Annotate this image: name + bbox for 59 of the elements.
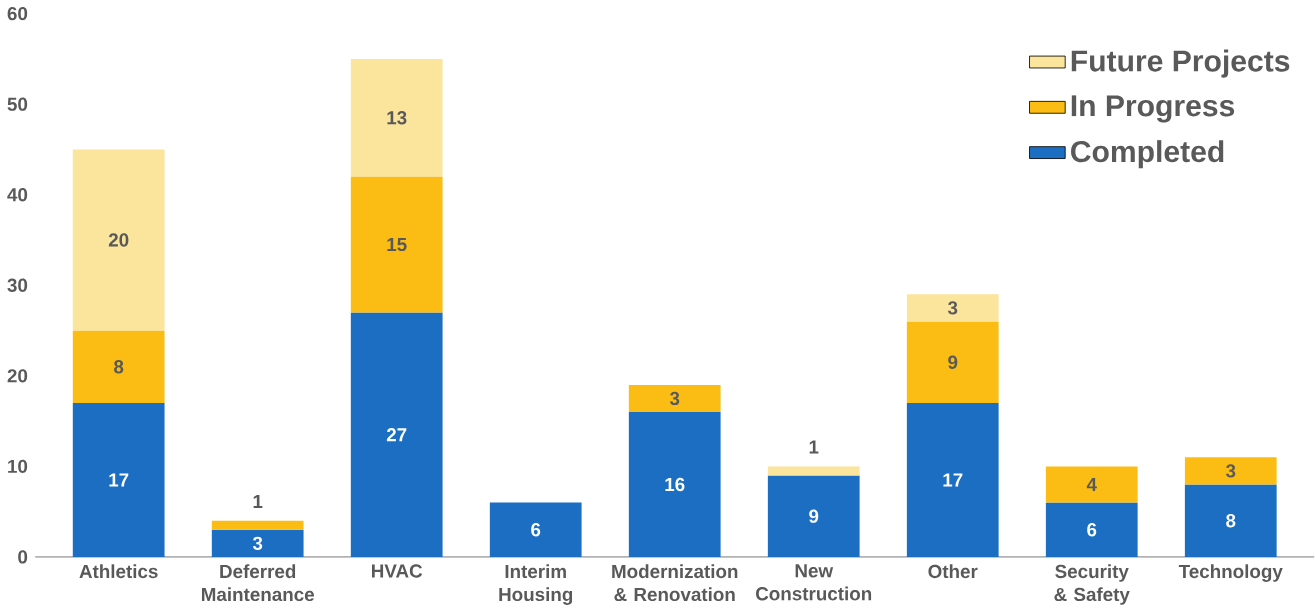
data-label: 4 bbox=[1086, 478, 1097, 492]
x-tick-label: HVAC bbox=[371, 564, 423, 578]
data-label: 9 bbox=[809, 509, 819, 523]
bar bbox=[350, 176, 443, 313]
bar bbox=[628, 412, 721, 557]
bar bbox=[767, 466, 860, 476]
y-tick-label: 40 bbox=[7, 188, 28, 202]
bar bbox=[767, 475, 860, 557]
bar bbox=[211, 529, 304, 557]
data-label: 16 bbox=[665, 477, 685, 492]
bar bbox=[906, 321, 999, 404]
data-label: 13 bbox=[387, 111, 407, 125]
y-tick-label: 60 bbox=[7, 7, 28, 21]
bar bbox=[1184, 457, 1277, 485]
data-label: 8 bbox=[114, 360, 124, 374]
y-tick-label: 50 bbox=[7, 97, 28, 111]
data-label: 20 bbox=[108, 233, 129, 247]
data-label: 17 bbox=[943, 473, 963, 487]
x-tick-label: Deferred Maintenance bbox=[201, 564, 315, 602]
y-tick-label: 10 bbox=[8, 459, 28, 474]
bar bbox=[211, 520, 304, 530]
data-label: 3 bbox=[947, 301, 958, 315]
data-label: 3 bbox=[252, 536, 263, 551]
data-label: 27 bbox=[386, 428, 407, 442]
data-label: 3 bbox=[669, 391, 680, 406]
x-tick-label: Interim Housing bbox=[499, 564, 573, 605]
bar bbox=[72, 403, 165, 557]
bar bbox=[350, 312, 443, 557]
legend-label: Completed bbox=[1071, 140, 1224, 169]
bar bbox=[1045, 466, 1138, 503]
bar bbox=[489, 502, 582, 557]
bar bbox=[906, 294, 999, 322]
y-tick-label: 20 bbox=[7, 369, 28, 383]
x-tick-label: Technology bbox=[1178, 564, 1283, 582]
bar bbox=[350, 58, 443, 177]
data-label: 17 bbox=[109, 473, 129, 487]
bar bbox=[906, 403, 999, 557]
bar bbox=[1184, 484, 1277, 557]
x-tick-label: New Construction bbox=[756, 564, 872, 601]
data-label: 8 bbox=[1226, 514, 1236, 528]
y-tick-label: 0 bbox=[18, 550, 28, 564]
data-label: 3 bbox=[1225, 464, 1236, 478]
data-label: 6 bbox=[1087, 523, 1097, 537]
x-tick-label: Athletics bbox=[79, 564, 158, 579]
data-label: 15 bbox=[387, 238, 407, 252]
y-tick-label: 30 bbox=[7, 278, 28, 292]
bar bbox=[628, 384, 721, 413]
x-tick-label: Modernization & Renovation bbox=[612, 564, 738, 602]
bar bbox=[72, 149, 165, 331]
data-label: 9 bbox=[948, 355, 958, 369]
bar bbox=[1045, 502, 1138, 557]
legend-label: Future Projects bbox=[1071, 49, 1290, 78]
bar bbox=[72, 330, 165, 404]
data-label: 6 bbox=[531, 523, 541, 537]
legend-label: In Progress bbox=[1071, 95, 1235, 123]
x-tick-label: Security & Safety bbox=[1054, 564, 1130, 605]
x-tick-label: Other bbox=[928, 564, 978, 579]
data-label: 1 bbox=[253, 495, 263, 508]
data-label: 1 bbox=[809, 440, 819, 454]
